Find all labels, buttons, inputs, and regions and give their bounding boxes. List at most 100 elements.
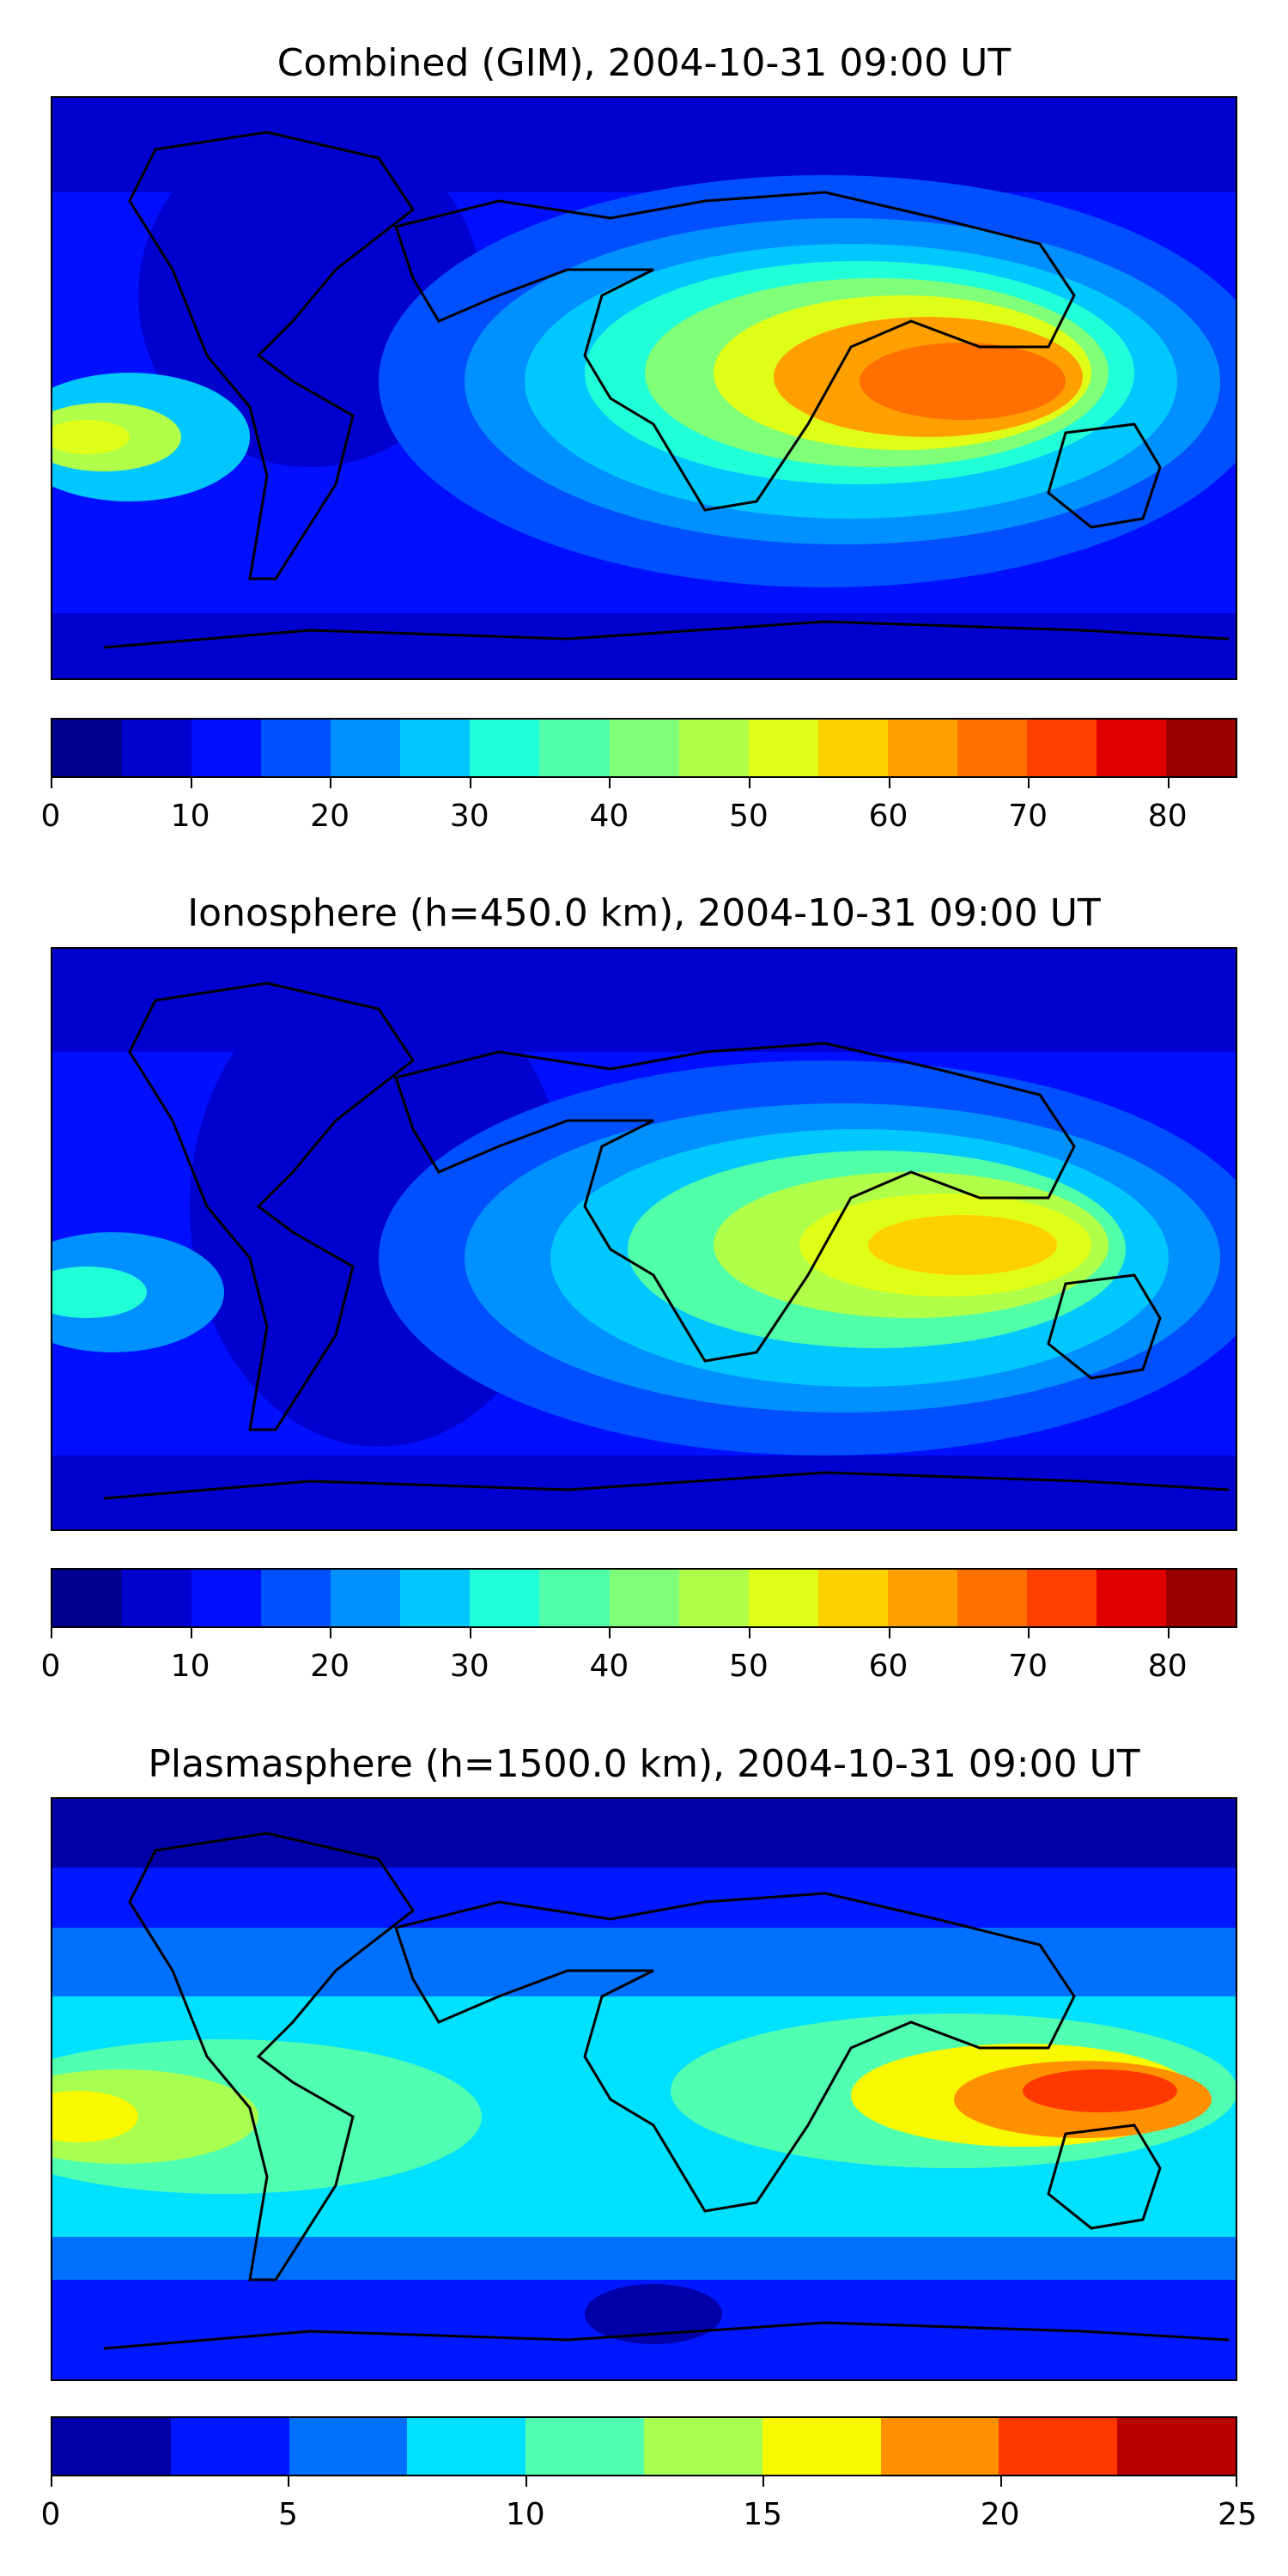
colorbar-segment — [1166, 720, 1236, 776]
colorbar-segment — [191, 1570, 262, 1626]
colorbar-tick-label: 10 — [170, 799, 210, 834]
colorbar-segment — [887, 1570, 957, 1626]
colorbar-tick-label: 25 — [1218, 2497, 1257, 2532]
colorbar-segment — [678, 720, 749, 776]
colorbar-tick-label: 20 — [310, 799, 350, 834]
colorbar-tick-label: 15 — [743, 2497, 783, 2532]
colorbar-tick-label: 10 — [170, 1649, 210, 1684]
colorbar-tick — [51, 2476, 52, 2487]
colorbar-segment — [52, 2418, 171, 2475]
colorbar-tick — [1028, 778, 1030, 788]
colorbar-tick — [190, 778, 192, 788]
colorbar-segment — [1166, 1570, 1236, 1626]
panel-title-plasmasphere: Plasmasphere (h=1500.0 km), 2004-10-31 0… — [148, 1742, 1140, 1786]
panel-title-combined: Combined (GIM), 2004-10-31 09:00 UT — [276, 41, 1012, 85]
colorbar-segment — [539, 1570, 610, 1626]
colorbar-segment — [748, 1570, 818, 1626]
colorbar-segment — [1096, 720, 1166, 776]
colorbar-segment — [817, 720, 888, 776]
colorbar-segment — [762, 2418, 881, 2475]
colorbar-segment — [1026, 1570, 1097, 1626]
colorbar-segment — [957, 1570, 1027, 1626]
colorbar-tick-label: 70 — [1008, 1649, 1048, 1684]
colorbar-tick — [469, 778, 471, 788]
colorbar-segment — [407, 2418, 526, 2475]
colorbar-tick — [51, 1628, 52, 1638]
colorbar-ticks-plasmasphere: 0 5 10 15 20 25 — [41, 2476, 1257, 2532]
colorbar-tick-label: 20 — [310, 1649, 350, 1684]
colorbar-ticks-combined: 0 10 20 30 40 50 60 70 80 — [41, 778, 1237, 834]
colorbar-tick-label: 30 — [449, 799, 489, 834]
colorbar-segment — [331, 720, 401, 776]
colorbar-segment — [957, 720, 1027, 776]
colorbar-combined — [51, 718, 1237, 778]
colorbar-segment — [191, 720, 262, 776]
map-combined — [51, 96, 1237, 680]
colorbar-segment — [52, 1570, 123, 1626]
colorbar-segment — [887, 720, 957, 776]
colorbar-tick-label: 40 — [589, 1649, 629, 1684]
colorbar-segment — [1117, 2418, 1236, 2475]
colorbar-tick — [888, 778, 890, 788]
colorbar-segment — [261, 1570, 331, 1626]
colorbar-segment — [609, 1570, 679, 1626]
colorbar-segment — [261, 720, 331, 776]
colorbar-tick — [190, 1628, 192, 1638]
colorbar-tick-label: 0 — [40, 1649, 61, 1684]
colorbar-tick — [1167, 778, 1170, 788]
map-ionosphere — [51, 947, 1237, 1531]
colorbar-tick-label: 80 — [1147, 1649, 1188, 1684]
colorbar-plasmasphere — [51, 2416, 1237, 2476]
colorbar-segment — [52, 720, 123, 776]
colorbar-tick-label: 80 — [1147, 799, 1188, 834]
colorbar-tick — [1028, 1628, 1030, 1638]
colorbar-tick — [748, 778, 750, 788]
colorbar-tick — [1236, 2476, 1237, 2487]
colorbar-segment — [400, 720, 471, 776]
colorbar-segment — [748, 720, 818, 776]
colorbar-tick — [288, 2476, 290, 2487]
colorbar-segment — [526, 2418, 644, 2475]
colorbar-tick-label: 50 — [729, 799, 769, 834]
colorbar-segment — [539, 720, 610, 776]
colorbar-tick-label: 0 — [40, 799, 61, 834]
colorbar-tick — [330, 778, 332, 788]
colorbar-tick — [748, 1628, 750, 1638]
colorbar-tick-label: 0 — [40, 2497, 61, 2532]
colorbar-segment — [1096, 1570, 1166, 1626]
colorbar-tick — [762, 2476, 765, 2487]
colorbar-tick-label: 60 — [868, 1649, 908, 1684]
colorbar-tick — [999, 2476, 1002, 2487]
colorbar-tick — [51, 778, 52, 788]
colorbar-segment — [1026, 720, 1097, 776]
colorbar-tick-label: 60 — [868, 799, 908, 834]
colorbar-tick — [609, 778, 611, 788]
map-plasmasphere — [51, 1797, 1237, 2381]
colorbar-segment — [999, 2418, 1118, 2475]
colorbar-tick — [525, 2476, 527, 2487]
colorbar-tick — [1167, 1628, 1170, 1638]
colorbar-tick-label: 40 — [589, 799, 629, 834]
colorbar-segment — [170, 2418, 289, 2475]
colorbar-tick-label: 5 — [277, 2497, 298, 2532]
colorbar-segment — [678, 1570, 749, 1626]
colorbar-tick-label: 70 — [1008, 799, 1048, 834]
panel-title-ionosphere: Ionosphere (h=450.0 km), 2004-10-31 09:0… — [187, 891, 1101, 935]
colorbar-segment — [122, 720, 192, 776]
colorbar-segment — [470, 720, 540, 776]
colorbar-segment — [609, 720, 679, 776]
colorbar-tick-label: 30 — [449, 1649, 489, 1684]
colorbar-segment — [880, 2418, 999, 2475]
colorbar-tick — [609, 1628, 611, 1638]
colorbar-tick-label: 20 — [980, 2497, 1020, 2532]
colorbar-tick-label: 50 — [729, 1649, 769, 1684]
colorbar-segment — [289, 2418, 408, 2475]
colorbar-tick-label: 10 — [505, 2497, 545, 2532]
colorbar-tick — [330, 1628, 332, 1638]
colorbar-segment — [817, 1570, 888, 1626]
colorbar-segment — [400, 1570, 471, 1626]
colorbar-tick — [469, 1628, 471, 1638]
colorbar-segment — [643, 2418, 762, 2475]
colorbar-segment — [470, 1570, 540, 1626]
colorbar-ionosphere — [51, 1568, 1237, 1628]
